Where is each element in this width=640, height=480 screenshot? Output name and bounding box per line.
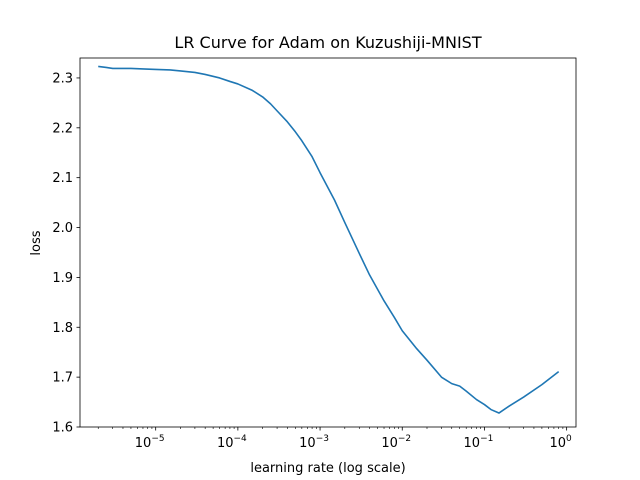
x-tick-label-exponent: −3 <box>316 434 329 444</box>
x-tick-label-base: 10 <box>381 436 398 451</box>
y-tick-label: 1.9 <box>52 271 73 286</box>
x-tick-label: 100 <box>549 434 572 451</box>
y-tick-label: 2.0 <box>52 221 73 236</box>
x-tick-label-base: 10 <box>464 436 481 451</box>
x-tick-label-base: 10 <box>549 436 566 451</box>
x-tick-label-base: 10 <box>299 436 316 451</box>
loss-series-line <box>98 65 560 414</box>
x-tick-label-exponent: −1 <box>480 434 493 444</box>
plot-area <box>79 57 577 428</box>
x-tick-label-exponent: −4 <box>234 434 248 444</box>
x-tick-label-exponent: −2 <box>398 434 411 444</box>
x-tick-label-base: 10 <box>135 436 152 451</box>
y-tick-label: 2.1 <box>52 171 73 186</box>
x-tick-label: 10−4 <box>217 434 247 451</box>
y-axis-label: loss <box>29 230 44 255</box>
y-axis-ticks: 1.6 1.7 1.8 1.9 2.0 2.1 2.2 2.3 <box>52 71 80 436</box>
x-tick-label: 10−2 <box>381 434 411 451</box>
y-tick-label: 1.8 <box>52 321 73 336</box>
x-tick-label-exponent: −5 <box>151 434 164 444</box>
x-tick-label: 10−3 <box>299 434 329 451</box>
chart-title: LR Curve for Adam on Kuzushiji-MNIST <box>174 33 481 52</box>
x-tick-label-exponent: 0 <box>566 434 572 444</box>
x-tick-label: 10−5 <box>135 434 165 451</box>
x-tick-label: 10−1 <box>464 434 494 451</box>
y-tick-label: 1.6 <box>52 421 73 436</box>
y-tick-label: 2.3 <box>52 71 73 86</box>
y-tick-label: 2.2 <box>52 121 73 136</box>
x-axis-ticks: 10−5 10−4 10−3 10−2 10−1 100 <box>97 427 572 451</box>
axes-frame <box>79 57 577 428</box>
x-axis-label: learning rate (log scale) <box>250 461 405 476</box>
y-tick-label: 1.7 <box>52 371 73 386</box>
x-tick-label-base: 10 <box>217 436 234 451</box>
